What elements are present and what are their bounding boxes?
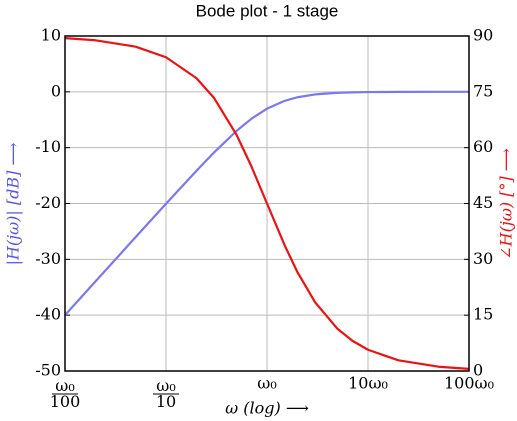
y-tick-label: -30: [35, 249, 61, 268]
x-tick-label: ω₀ 10: [156, 376, 176, 411]
y-tick-label: -10: [35, 137, 61, 156]
chart-title: Bode plot - 1 stage: [196, 1, 339, 20]
y2-tick-label: 45: [473, 193, 493, 212]
series-line: [64, 90, 469, 316]
y2-tick-label: 15: [473, 305, 493, 324]
y2-tick-label: 60: [473, 137, 493, 156]
y2-axis-label: ∠H(jω) [°] ⟶: [497, 148, 516, 260]
y-tick-label: -20: [35, 193, 61, 212]
y2-tick-label: 90: [473, 26, 493, 45]
x-tick-label: 100ω₀: [444, 374, 494, 393]
plot-frame: [64, 35, 470, 372]
x-axis-label: ω (log) ⟶: [225, 399, 309, 418]
series-line: [64, 37, 470, 370]
y-tick-label: 0: [51, 81, 61, 100]
y2-tick-label: 30: [473, 249, 493, 268]
y2-tick-label: 0: [473, 361, 483, 380]
y-tick-label: -40: [35, 305, 61, 324]
y2-tick-label: 75: [473, 81, 493, 100]
y-tick-label: 10: [41, 26, 61, 45]
y-axis-label: |H(jω)| [dB] ⟶: [4, 143, 23, 266]
x-tick-label: ω₀: [257, 374, 276, 393]
y-tick-label: -50: [35, 361, 61, 380]
x-tick-label: ω₀ 100: [50, 376, 81, 411]
x-tick-label: 10ω₀: [348, 374, 388, 393]
